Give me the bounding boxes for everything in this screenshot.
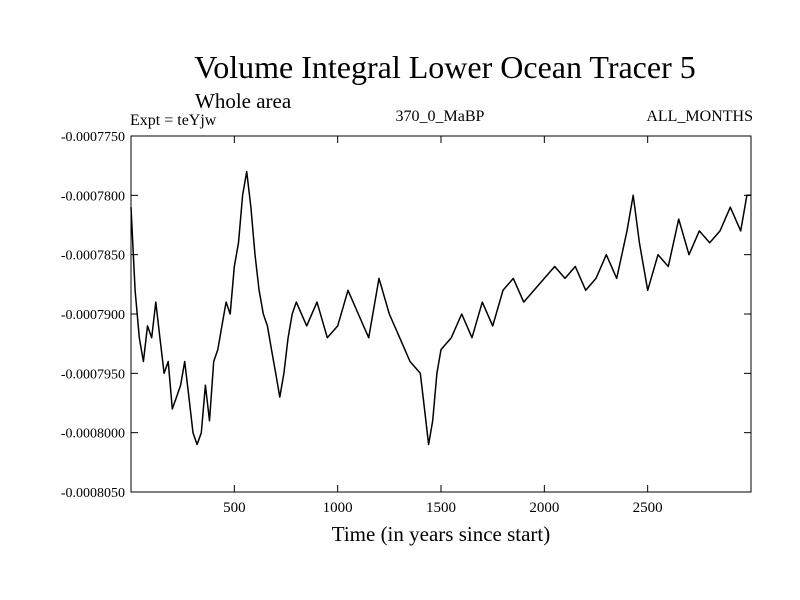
x-axis-label: Time (in years since start) xyxy=(332,522,551,546)
y-tick-label: -0.0007800 xyxy=(61,189,125,204)
run-label: 370_0_MaBP xyxy=(396,108,485,125)
x-tick-label: 2000 xyxy=(529,500,559,516)
months-label: ALL_MONTHS xyxy=(646,108,753,125)
plot-area: 500 1000 1500 2000 2500 -0.0007750 -0.0007800… xyxy=(61,130,752,516)
x-axis-ticks: 500 1000 1500 2000 2500 xyxy=(223,136,663,516)
y-tick-label: -0.0008050 xyxy=(61,486,125,501)
x-tick-label: 500 xyxy=(223,500,246,516)
x-tick-label: 2500 xyxy=(633,500,663,516)
y-tick-label: -0.0007850 xyxy=(61,249,125,264)
experiment-label: Expt = teYjw xyxy=(130,112,217,129)
chart-subtitle: Whole area xyxy=(195,89,292,113)
y-tick-label: -0.0007950 xyxy=(61,367,125,382)
y-axis-ticks: -0.0007750 -0.0007800 -0.0007850 -0.0007900… xyxy=(61,130,751,501)
y-tick-label: -0.0007750 xyxy=(61,130,125,145)
chart-title: Volume Integral Lower Ocean Tracer 5 xyxy=(194,49,695,85)
x-tick-label: 1000 xyxy=(323,500,353,516)
y-tick-label: -0.0008000 xyxy=(61,427,125,442)
y-tick-label: -0.0007900 xyxy=(61,308,125,323)
x-tick-label: 1500 xyxy=(426,500,456,516)
series-line xyxy=(130,170,751,446)
